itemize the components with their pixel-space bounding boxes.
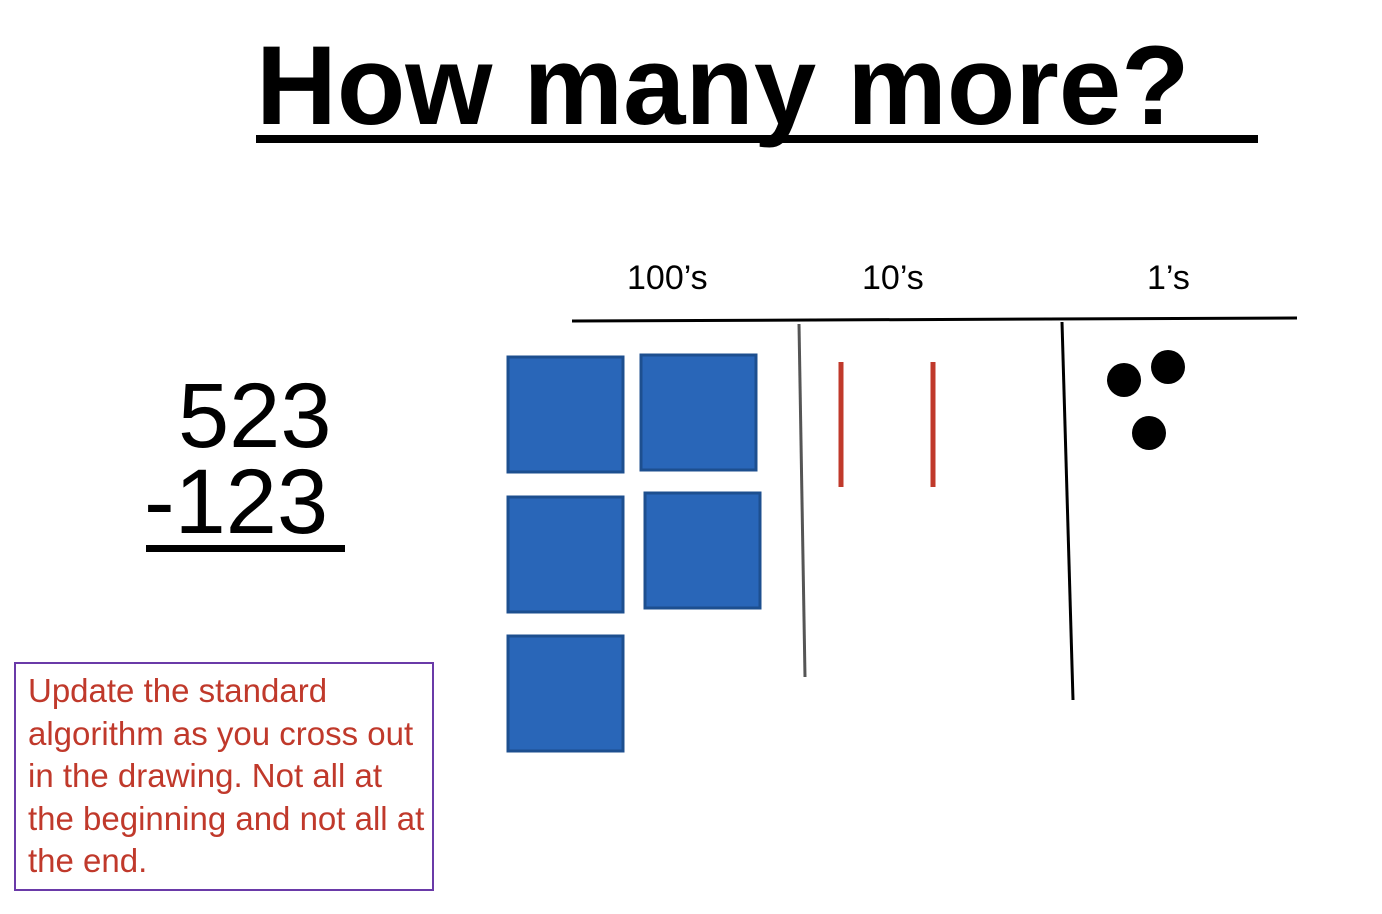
hundreds-column-header: 100’s — [627, 259, 708, 297]
subtrahend: -123 — [144, 451, 329, 553]
ones-column-header: 1’s — [1147, 259, 1190, 297]
instruction-note: Update the standard algorithm as you cro… — [14, 662, 434, 891]
tens-ones-divider — [1060, 321, 1075, 701]
one-dot — [1151, 350, 1185, 384]
title-underline — [256, 135, 1258, 143]
header-divider-line — [571, 316, 1298, 323]
answer-line — [146, 545, 345, 552]
tens-column-header: 10’s — [862, 259, 924, 297]
hundred-block — [643, 491, 762, 610]
hundred-block — [506, 495, 625, 614]
minuend: 523 — [178, 365, 332, 467]
page-title: How many more? — [256, 23, 1190, 148]
one-dot — [1132, 416, 1166, 450]
hundreds-blocks — [506, 353, 762, 753]
hundreds-tens-divider — [797, 323, 807, 678]
ones-dots — [1107, 350, 1185, 450]
tens-sticks — [838, 362, 936, 487]
one-dot — [1107, 363, 1141, 397]
hundred-block — [506, 634, 625, 753]
hundred-block — [639, 353, 758, 472]
hundred-block — [506, 355, 625, 474]
instruction-text: Update the standard algorithm as you cro… — [28, 672, 425, 879]
